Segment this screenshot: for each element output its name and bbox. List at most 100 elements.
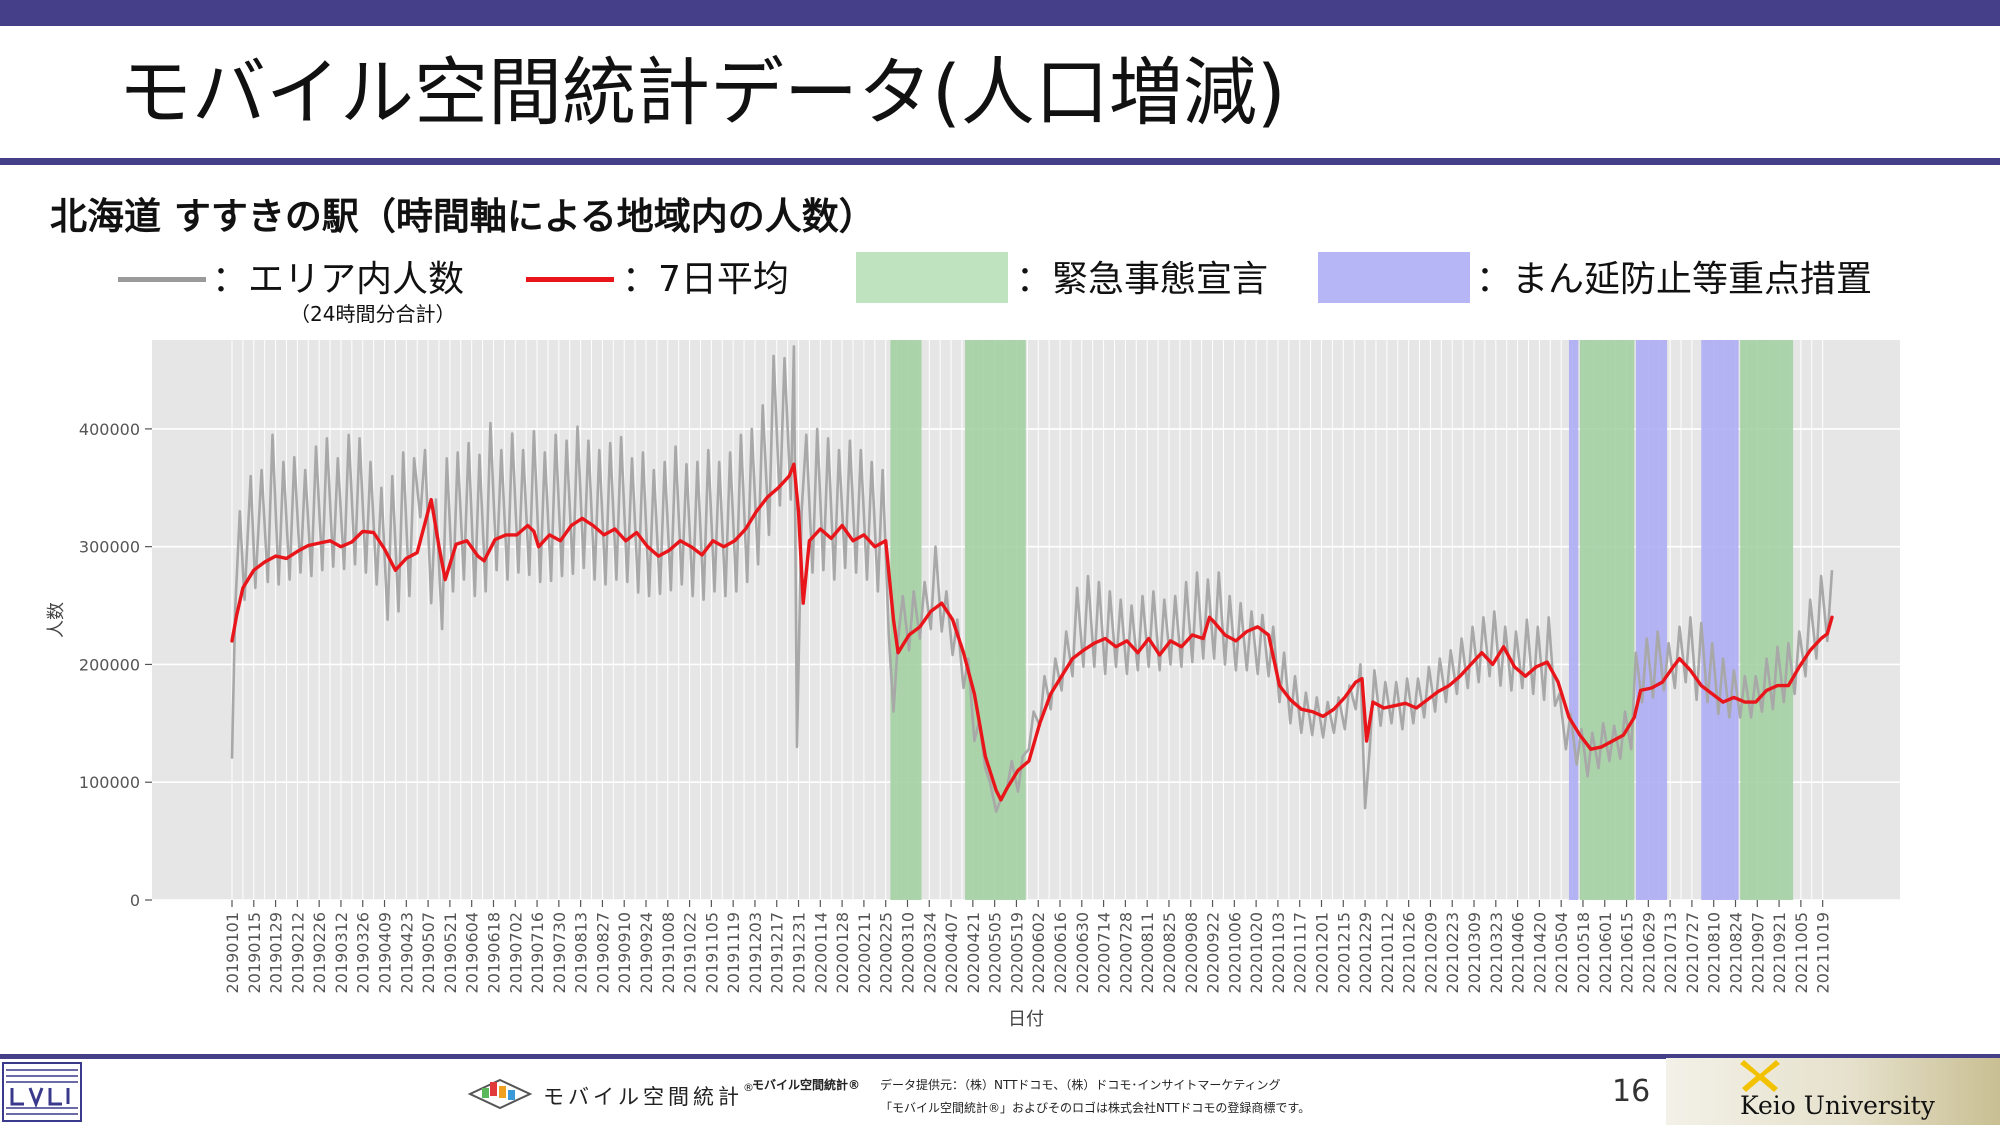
x-tick-label: 20190730 <box>550 912 569 993</box>
x-tick-label: 20190702 <box>506 912 525 993</box>
x-tick-label: 20210629 <box>1639 912 1658 993</box>
x-tick-label: 20190618 <box>485 912 504 993</box>
x-tick-label: 20200602 <box>1029 912 1048 993</box>
x-tick-label: 20200128 <box>833 912 852 993</box>
x-tick-label: 20201117 <box>1291 912 1310 993</box>
x-tick-label: 20200825 <box>1160 912 1179 993</box>
x-tick-label: 20191008 <box>659 912 678 993</box>
x-tick-label: 20191119 <box>724 912 743 993</box>
x-tick-label: 20210420 <box>1530 912 1549 993</box>
x-tick-label: 20190226 <box>310 912 329 993</box>
x-tick-label: 20200505 <box>986 912 1005 993</box>
y-tick-label: 300000 <box>79 538 140 557</box>
x-tick-label: 20200114 <box>811 912 830 993</box>
x-tick-label: 20200630 <box>1073 912 1092 993</box>
y-tick-label: 200000 <box>79 655 140 674</box>
x-tick-label: 20210824 <box>1727 912 1746 993</box>
emergency-period <box>1579 340 1635 900</box>
legend-semi-emergency-label: ：まん延防止等重点措置 <box>1476 259 1873 300</box>
x-tick-label: 20210713 <box>1661 912 1680 993</box>
keio-pen-logo-icon <box>1740 1060 1780 1092</box>
x-tick-label: 20201229 <box>1356 912 1375 993</box>
mobile-spatial-stats-logo-icon <box>467 1078 533 1110</box>
keio-banner: Keio University <box>1666 1058 2000 1125</box>
emergency-period <box>1740 340 1794 900</box>
legend-emergency-label: ：緊急事態宣言 <box>1016 259 1269 300</box>
x-tick-label: 20210907 <box>1748 912 1767 993</box>
x-tick-label: 20190604 <box>463 912 482 993</box>
x-tick-label: 20201201 <box>1313 912 1332 993</box>
x-tick-label: 20200728 <box>1116 912 1135 993</box>
x-tick-label: 20211005 <box>1792 912 1811 993</box>
legend-avg-swatch <box>526 277 614 282</box>
x-tick-label: 20190326 <box>354 912 373 993</box>
x-tick-label: 20190507 <box>419 912 438 993</box>
x-tick-label: 20200225 <box>877 912 896 993</box>
x-tick-label: 20191203 <box>746 912 765 993</box>
footer-trademark: 「モバイル空間統計®」およびそのロゴは株式会社NTTドコモの登録商標です。 <box>880 1101 1311 1115</box>
y-axis-title: 人数 <box>46 602 67 638</box>
title-underline <box>0 158 2000 165</box>
x-tick-label: 20191231 <box>790 912 809 993</box>
x-axis-title: 日付 <box>1008 1009 1044 1030</box>
footer-rule <box>0 1054 2000 1059</box>
x-tick-label: 20200211 <box>855 912 874 993</box>
x-tick-label: 20191217 <box>768 912 787 993</box>
y-tick-label: 400000 <box>79 420 140 439</box>
legend-avg-label: ：7日平均 <box>622 259 789 300</box>
legend-semi-emergency-swatch <box>1318 252 1470 303</box>
x-tick-label: 20191022 <box>681 912 700 993</box>
x-tick-label: 20200811 <box>1138 912 1157 993</box>
x-tick-label: 20210504 <box>1552 912 1571 993</box>
x-tick-label: 20190827 <box>593 912 612 993</box>
keio-university-label: Keio University <box>1740 1091 1935 1120</box>
x-tick-label: 20201006 <box>1225 912 1244 993</box>
top-accent-bar <box>0 0 2000 26</box>
x-tick-label: 20210223 <box>1443 912 1462 993</box>
x-tick-label: 20191105 <box>702 912 721 993</box>
x-tick-label: 20210309 <box>1465 912 1484 993</box>
legend-emergency-swatch <box>856 252 1008 303</box>
x-tick-label: 20190910 <box>615 912 634 993</box>
x-tick-label: 20200421 <box>964 912 983 993</box>
x-tick-label: 20200714 <box>1095 912 1114 993</box>
x-tick-label: 20210810 <box>1705 912 1724 993</box>
x-tick-label: 20210727 <box>1683 912 1702 993</box>
x-tick-label: 20200908 <box>1182 912 1201 993</box>
x-tick-label: 20190212 <box>288 912 307 993</box>
y-tick-label: 100000 <box>79 773 140 792</box>
footer-logo-text: モバイル空間統計® <box>543 1081 758 1109</box>
emergency-period <box>965 340 1026 900</box>
semi-emergency-period <box>1568 340 1579 900</box>
x-tick-label: 20210126 <box>1400 912 1419 993</box>
x-tick-label: 20190409 <box>376 912 395 993</box>
x-tick-label: 20190101 <box>223 912 242 993</box>
x-tick-label: 20190521 <box>441 912 460 993</box>
x-tick-label: 20210615 <box>1618 912 1637 993</box>
x-tick-label: 20210406 <box>1509 912 1528 993</box>
x-tick-label: 20200519 <box>1007 912 1026 993</box>
x-tick-label: 20190716 <box>528 912 547 993</box>
semi-emergency-period <box>1635 340 1668 900</box>
x-tick-label: 20190312 <box>332 912 351 993</box>
x-tick-label: 20210601 <box>1596 912 1615 993</box>
footer-brand-small: モバイル空間統計® <box>752 1078 861 1092</box>
series-line-daily <box>230 345 1834 813</box>
x-tick-label: 20190423 <box>397 912 416 993</box>
page-number: 16 <box>1612 1074 1651 1109</box>
legend-daily-swatch <box>118 277 206 282</box>
x-tick-label: 20200922 <box>1204 912 1223 993</box>
legend-daily-sublabel: （24時間分合計） <box>290 302 456 326</box>
x-tick-label: 20201103 <box>1269 912 1288 993</box>
page-title: モバイル空間統計データ(人口増減) <box>118 50 1286 136</box>
x-tick-label: 20190115 <box>245 912 264 993</box>
x-tick-label: 20210323 <box>1487 912 1506 993</box>
lab-logo-icon <box>2 1062 82 1122</box>
population-chart: 0 100000 200000 300000 400000 20190101 2019011… <box>46 340 1900 1030</box>
semi-emergency-period <box>1701 340 1739 900</box>
series-line-7day-avg <box>230 462 1834 802</box>
x-tick-label: 20200407 <box>942 912 961 993</box>
x-tick-label: 20200616 <box>1051 912 1070 993</box>
x-tick-label: 20210921 <box>1770 912 1789 993</box>
chart-subtitle: 北海道 すすきの駅（時間軸による地域内の人数） <box>50 195 876 238</box>
